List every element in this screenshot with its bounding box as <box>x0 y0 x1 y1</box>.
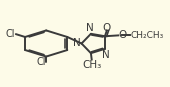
Text: CH₂CH₃: CH₂CH₃ <box>131 31 164 40</box>
Text: O: O <box>103 23 111 33</box>
Text: CH₃: CH₃ <box>82 60 101 70</box>
Text: N: N <box>102 50 110 60</box>
Text: N: N <box>73 38 81 48</box>
Text: O: O <box>119 30 127 40</box>
Text: Cl: Cl <box>6 29 15 39</box>
Text: N: N <box>86 23 94 33</box>
Text: Cl: Cl <box>36 57 46 67</box>
